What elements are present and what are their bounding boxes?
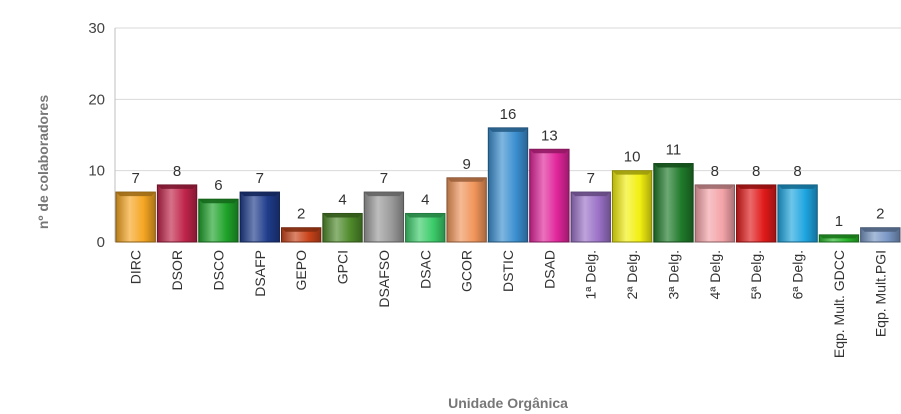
category-label: DSAD [541, 250, 557, 289]
category-label: 2ª Delg. [624, 250, 640, 300]
data-label: 7 [132, 170, 140, 187]
category-label: DSTIC [500, 250, 516, 292]
bar [777, 184, 818, 243]
y-tick-label: 0 [97, 234, 105, 251]
bar-bevel [488, 127, 528, 132]
data-label: 8 [793, 163, 801, 180]
bar-bevel [736, 184, 776, 189]
bar-bevel [612, 170, 652, 175]
bar-bevel [281, 227, 321, 232]
bar-bevel [364, 192, 404, 197]
bar-bevel [157, 184, 197, 189]
bar-bevel [860, 227, 900, 232]
bar [529, 148, 570, 243]
bars [115, 127, 901, 243]
bar-bevel [529, 149, 570, 154]
bar-bevel [446, 177, 487, 182]
bar-bevel [571, 192, 611, 197]
data-label: 7 [380, 170, 388, 187]
category-label: GCOR [459, 250, 475, 292]
bar-bevel [777, 184, 818, 189]
data-label: 2 [876, 206, 884, 223]
category-label: 3ª Delg. [665, 250, 681, 300]
bar [363, 191, 405, 243]
bar [115, 191, 156, 243]
data-label: 13 [541, 127, 558, 144]
category-label: GPCI [335, 250, 351, 284]
data-label: 16 [500, 106, 517, 123]
data-label: 2 [297, 206, 305, 223]
bar [156, 184, 198, 243]
data-label: 6 [214, 177, 222, 194]
bar [405, 212, 446, 243]
data-label: 4 [421, 191, 429, 208]
category-label: 5ª Delg. [748, 250, 764, 300]
y-axis-title: nº de colaboradores [35, 95, 51, 229]
data-label: 7 [256, 170, 264, 187]
bar-bevel [116, 192, 156, 197]
y-tick-labels: 0 10 20 30 [88, 20, 105, 251]
category-label: 6ª Delg. [790, 250, 806, 300]
category-label: Eqp. Mult. GDCC [831, 250, 847, 358]
bar-bevel [240, 192, 280, 197]
bar [239, 191, 280, 243]
data-label: 10 [624, 149, 641, 166]
category-label: DSAC [417, 250, 433, 289]
bar [611, 170, 653, 243]
bar-bevel [819, 234, 859, 239]
y-tick-label: 10 [88, 163, 105, 180]
bar-bevel [695, 184, 735, 189]
bar [570, 191, 611, 243]
data-label: 11 [666, 142, 682, 159]
bar-bevel [405, 213, 445, 218]
data-label: 8 [173, 163, 181, 180]
category-label: 4ª Delg. [707, 250, 723, 300]
category-label: 1ª Delg. [583, 250, 599, 300]
category-label: GEPO [293, 250, 309, 291]
bar [198, 198, 239, 243]
x-axis-title: Unidade Orgânica [448, 395, 568, 411]
bar [653, 163, 694, 243]
data-label: 7 [587, 170, 595, 187]
data-label: 4 [338, 191, 346, 208]
y-tick-label: 30 [88, 20, 105, 37]
data-label: 8 [752, 163, 760, 180]
category-label: DIRC [128, 250, 144, 284]
category-label: DSAFP [252, 250, 268, 297]
bar-bevel [322, 213, 363, 218]
bar-bevel [198, 199, 239, 204]
category-label: DSAFSO [376, 250, 392, 308]
bar [487, 127, 529, 243]
bar [694, 184, 736, 243]
bar-bevel [653, 163, 694, 168]
bar [322, 212, 363, 243]
category-labels: DIRC DSOR DSCO DSAFP GEPO GPCI DSAFSO DSAC GCOR D… [128, 250, 889, 358]
bar [736, 184, 777, 243]
category-label: Eqp. Mult.PGI [872, 250, 888, 337]
data-label: 8 [711, 163, 719, 180]
data-label: 1 [835, 213, 843, 230]
data-labels: 7 8 6 7 2 4 7 4 9 16 13 7 10 11 8 8 8 1 2 [132, 106, 885, 230]
data-label: 9 [462, 156, 470, 173]
category-label: DSOR [169, 250, 185, 290]
category-label: DSCO [210, 250, 226, 291]
y-tick-label: 20 [88, 91, 105, 108]
bar [446, 177, 487, 243]
